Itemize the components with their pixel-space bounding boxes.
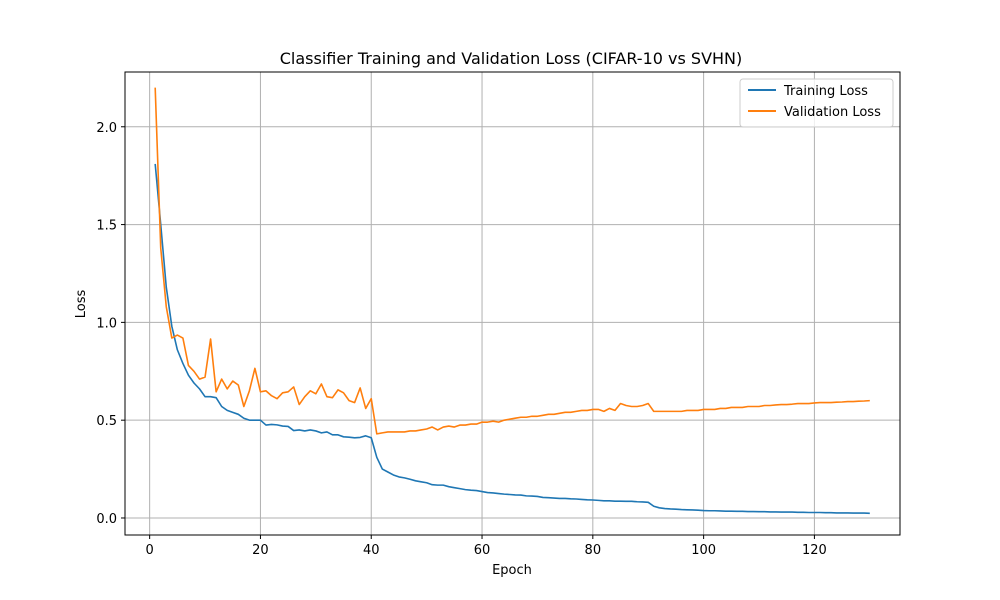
x-tick-label: 80 xyxy=(585,543,602,558)
x-axis-label: Epoch xyxy=(492,563,532,578)
legend-label-validation-loss: Validation Loss xyxy=(784,105,881,120)
series-line-training-loss xyxy=(154,163,870,515)
series-line-validation-loss xyxy=(154,87,870,435)
y-axis-label: Loss xyxy=(74,290,89,319)
x-tick-label: 120 xyxy=(802,543,827,558)
y-tick-label: 0.5 xyxy=(96,414,117,429)
x-tick-label: 100 xyxy=(691,543,716,558)
legend-label-training-loss: Training Loss xyxy=(783,84,868,99)
legend-box xyxy=(739,78,894,128)
y-tick-label: 1.0 xyxy=(96,316,117,331)
series-lines xyxy=(154,87,870,515)
y-tick-label: 0.0 xyxy=(96,512,117,527)
x-tick-label: 0 xyxy=(146,543,154,558)
chart-title: Classifier Training and Validation Loss … xyxy=(280,49,743,68)
y-tick-label: 2.0 xyxy=(96,121,117,136)
x-tick-label: 20 xyxy=(252,543,269,558)
axis-ticks: 0 20 40 60 80 100 120 0.0 0.5 1.0 1.5 2.0 xyxy=(96,121,827,558)
x-tick-label: 60 xyxy=(474,543,491,558)
y-tick-label: 1.5 xyxy=(96,219,117,234)
x-tick-label: 40 xyxy=(363,543,380,558)
legend: Training Loss Validation Loss xyxy=(739,78,894,128)
plot-frame xyxy=(124,71,901,536)
